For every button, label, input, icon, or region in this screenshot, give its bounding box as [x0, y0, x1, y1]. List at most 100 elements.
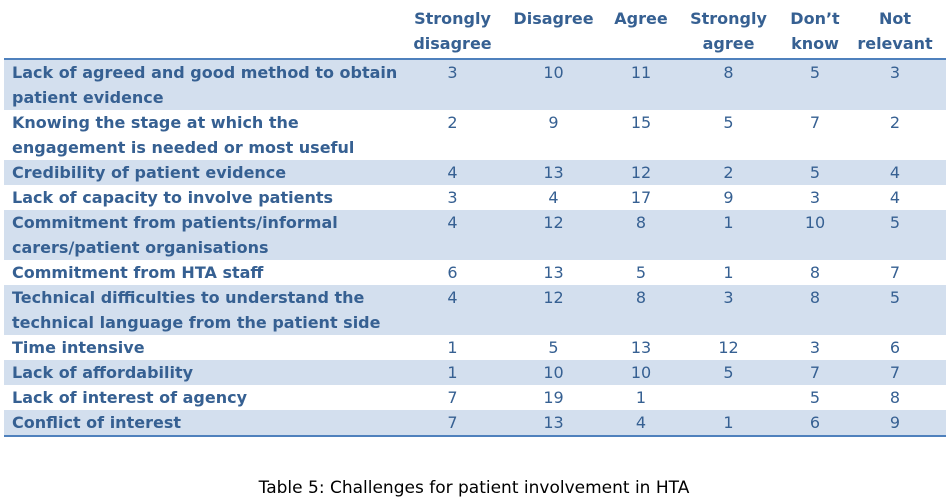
- row-label: Time intensive: [12, 338, 145, 357]
- row-label: Lack of capacity to involve patients: [12, 188, 333, 207]
- cell-dont-know: 7: [786, 360, 844, 385]
- cell-strongly-disagree: 3: [409, 59, 496, 110]
- cell-not-relevant: 4: [889, 188, 901, 207]
- cell-dont-know: 8: [809, 263, 821, 282]
- challenges-table: Strongly disagree Disagree Agree Strongl…: [4, 6, 946, 437]
- cell-dont-know: 7: [809, 113, 821, 132]
- cell-agree: 4: [611, 410, 671, 437]
- cell-strongly-agree: 1: [671, 210, 786, 260]
- cell-strongly-disagree: 4: [409, 210, 496, 260]
- cell-not-relevant: 4: [844, 160, 946, 185]
- cell-dont-know: 8: [786, 285, 844, 335]
- row-label: Knowing the stage at which the engagemen…: [12, 113, 355, 157]
- cell-not-relevant: 6: [889, 338, 901, 357]
- cell-dont-know: 5: [809, 388, 821, 407]
- table-body: Lack of agreed and good method to obtain…: [4, 59, 946, 437]
- header-agree: Agree: [611, 6, 671, 60]
- table-row: Credibility of patient evidence 4 13 12 2 5 4: [4, 160, 946, 185]
- table-row: Commitment from HTA staff 6 13 5 1 8 7: [4, 260, 946, 285]
- table-row: Knowing the stage at which the engagemen…: [4, 110, 946, 160]
- table-header: Strongly disagree Disagree Agree Strongl…: [4, 6, 946, 60]
- cell-not-relevant: 7: [844, 360, 946, 385]
- cell-agree: 17: [630, 188, 652, 207]
- table-row: Lack of affordability 1 10 10 5 7 7: [4, 360, 946, 385]
- table-row: Lack of interest of agency 7 19 1 5 8: [4, 385, 946, 410]
- cell-strongly-agree: 3: [671, 285, 786, 335]
- cell-strongly-disagree: 2: [447, 113, 458, 132]
- cell-disagree: 13: [543, 263, 564, 282]
- header-cell-blank: [4, 6, 409, 60]
- row-label: Lack of agreed and good method to obtain…: [4, 59, 409, 110]
- row-label: Lack of affordability: [4, 360, 409, 385]
- cell-not-relevant: 9: [844, 410, 946, 437]
- cell-not-relevant: 8: [889, 388, 901, 407]
- cell-strongly-agree: 9: [723, 188, 734, 207]
- header-not-relevant: Not relevant: [844, 6, 946, 60]
- cell-disagree: 13: [496, 160, 611, 185]
- cell-disagree: 12: [496, 210, 611, 260]
- row-label: Lack of interest of agency: [12, 388, 247, 407]
- cell-dont-know: 3: [809, 188, 821, 207]
- cell-dont-know: 6: [786, 410, 844, 437]
- cell-strongly-disagree: 7: [447, 388, 458, 407]
- row-label: Commitment from HTA staff: [12, 263, 264, 282]
- cell-not-relevant: 5: [844, 285, 946, 335]
- cell-strongly-agree: 1: [671, 410, 786, 437]
- cell-strongly-agree: 2: [671, 160, 786, 185]
- cell-agree: 1: [635, 388, 647, 407]
- cell-not-relevant: 7: [889, 263, 901, 282]
- row-label: Commitment from patients/informal carers…: [4, 210, 409, 260]
- header-dont-know: Don’t know: [786, 6, 844, 60]
- cell-not-relevant: 3: [844, 59, 946, 110]
- cell-disagree: 4: [548, 188, 559, 207]
- cell-strongly-disagree: 4: [409, 285, 496, 335]
- table-caption: Table 5: Challenges for patient involvem…: [258, 478, 690, 498]
- cell-disagree: 13: [496, 410, 611, 437]
- header-disagree: Disagree: [496, 6, 611, 60]
- cell-dont-know: 3: [809, 338, 821, 357]
- row-label: Credibility of patient evidence: [4, 160, 409, 185]
- cell-strongly-agree: 12: [718, 338, 739, 357]
- cell-agree: 5: [635, 263, 647, 282]
- table-row: Technical difficulties to understand the…: [4, 285, 946, 335]
- cell-disagree: 19: [543, 388, 564, 407]
- cell-disagree: 9: [548, 113, 559, 132]
- cell-agree: 12: [611, 160, 671, 185]
- header-strongly-disagree: Strongly disagree: [409, 6, 496, 60]
- cell-agree: 15: [630, 113, 652, 132]
- cell-dont-know: 5: [786, 160, 844, 185]
- cell-dont-know: 10: [786, 210, 844, 260]
- cell-agree: 11: [611, 59, 671, 110]
- cell-strongly-agree: 5: [671, 360, 786, 385]
- table-row: Conflict of interest 7 13 4 1 6 9: [4, 410, 946, 437]
- cell-strongly-agree: 1: [723, 263, 734, 282]
- row-label: Technical difficulties to understand the…: [4, 285, 409, 335]
- cell-disagree: 12: [496, 285, 611, 335]
- header-strongly-agree: Strongly agree: [671, 6, 786, 60]
- table-row: Lack of capacity to involve patients 3 4 17…: [4, 185, 946, 210]
- row-label: Conflict of interest: [4, 410, 409, 437]
- cell-strongly-disagree: 1: [447, 338, 458, 357]
- table-row: Time intensive 1 5 13 12 3 6: [4, 335, 946, 360]
- cell-disagree: 10: [496, 59, 611, 110]
- cell-agree: 13: [630, 338, 652, 357]
- cell-disagree: 10: [496, 360, 611, 385]
- cell-strongly-agree: [671, 385, 786, 410]
- cell-not-relevant: 2: [889, 113, 901, 132]
- cell-agree: 8: [611, 210, 671, 260]
- cell-strongly-disagree: 7: [409, 410, 496, 437]
- table-row: Lack of agreed and good method to obtain…: [4, 59, 946, 110]
- cell-disagree: 5: [548, 338, 559, 357]
- cell-not-relevant: 5: [844, 210, 946, 260]
- cell-strongly-disagree: 1: [409, 360, 496, 385]
- cell-agree: 10: [611, 360, 671, 385]
- cell-strongly-disagree: 4: [409, 160, 496, 185]
- header-row: Strongly disagree Disagree Agree Strongl…: [4, 6, 946, 60]
- cell-dont-know: 5: [786, 59, 844, 110]
- cell-strongly-agree: 5: [723, 113, 734, 132]
- cell-strongly-disagree: 6: [447, 263, 458, 282]
- cell-strongly-disagree: 3: [447, 188, 458, 207]
- table-row: Commitment from patients/informal carers…: [4, 210, 946, 260]
- cell-strongly-agree: 8: [671, 59, 786, 110]
- cell-agree: 8: [611, 285, 671, 335]
